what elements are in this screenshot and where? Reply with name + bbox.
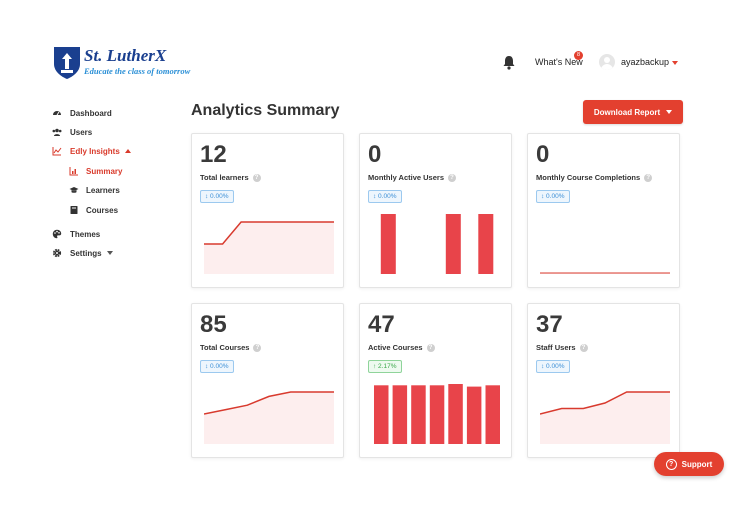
stat-label: Total Courses? bbox=[200, 343, 262, 352]
gear-icon bbox=[52, 248, 62, 258]
line-chart-icon bbox=[52, 146, 62, 156]
sidebar-item-label: Summary bbox=[86, 166, 123, 176]
chart-bar bbox=[485, 385, 500, 444]
sidebar-item-label: Dashboard bbox=[70, 108, 112, 118]
stat-delta-badge: ↕ 0.00% bbox=[368, 190, 402, 203]
stat-card-active-courses: 47 Active Courses? ↑ 2.17% bbox=[359, 303, 512, 458]
dashboard-gauge-icon bbox=[52, 108, 62, 118]
username-menu[interactable]: ayazbackup bbox=[621, 57, 670, 67]
sidebar-item-label: Learners bbox=[86, 185, 120, 195]
chart-bar bbox=[478, 214, 494, 274]
stat-card-total-learners: 12 Total learners? ↕ 0.00% bbox=[191, 133, 344, 288]
sidebar-subitem-summary[interactable]: Summary bbox=[69, 164, 122, 178]
chart-bar bbox=[411, 385, 426, 444]
stat-card-total-courses: 85 Total Courses? ↕ 0.00% bbox=[191, 303, 344, 458]
bar-chart-icon bbox=[69, 166, 79, 176]
help-icon[interactable]: ? bbox=[252, 173, 261, 182]
chart-bar bbox=[466, 386, 482, 444]
stat-value: 0 bbox=[368, 141, 382, 168]
sidebar-item-dashboard[interactable]: Dashboard bbox=[52, 106, 112, 120]
sidebar-subitem-courses[interactable]: Courses bbox=[69, 203, 118, 217]
chart-area-fill bbox=[204, 392, 334, 444]
bell-icon[interactable] bbox=[502, 55, 516, 70]
stat-label: Monthly Course Completions? bbox=[536, 173, 653, 182]
sidebar-item-label: Users bbox=[70, 127, 93, 137]
brand-tagline: Educate the class of tomorrow bbox=[84, 66, 191, 76]
question-circle-icon: ? bbox=[665, 458, 677, 470]
stat-delta-badge: ↑ 2.17% bbox=[368, 360, 402, 373]
stat-label: Staff Users? bbox=[536, 343, 588, 352]
chart-line bbox=[204, 221, 334, 245]
sidebar-item-users[interactable]: Users bbox=[52, 125, 92, 139]
notification-badge: 8 bbox=[574, 51, 583, 60]
avatar[interactable] bbox=[599, 54, 615, 70]
help-icon[interactable]: ? bbox=[448, 173, 456, 182]
stat-label: Monthly Active Users? bbox=[368, 173, 456, 182]
page-title: Analytics Summary bbox=[191, 102, 340, 119]
help-icon[interactable]: ? bbox=[426, 343, 435, 352]
stat-card-monthly-course-completions: 0 Monthly Course Completions? ↕ 0.00% bbox=[527, 133, 680, 288]
palette-icon bbox=[52, 229, 62, 239]
book-icon bbox=[69, 205, 79, 215]
sidebar-item-label: Settings bbox=[70, 248, 102, 258]
chevron-down-icon bbox=[666, 110, 673, 114]
stat-card-staff-users: 37 Staff Users? ↕ 0.00% bbox=[527, 303, 680, 458]
download-report-button[interactable]: Download Report bbox=[583, 100, 683, 124]
stat-delta-badge: ↕ 0.00% bbox=[536, 360, 570, 373]
sidebar-item-settings[interactable]: Settings bbox=[52, 246, 113, 260]
support-label: Support bbox=[681, 459, 713, 469]
chart-area-fill bbox=[540, 392, 670, 444]
chart-bar bbox=[392, 385, 408, 444]
sparkline-chart bbox=[540, 391, 670, 444]
sidebar-item-label: Themes bbox=[70, 229, 101, 239]
stat-label: Total learners? bbox=[200, 173, 261, 182]
stat-value: 85 bbox=[200, 311, 227, 338]
graduation-cap-icon bbox=[69, 185, 79, 195]
stat-value: 37 bbox=[536, 311, 563, 338]
chevron-down-icon[interactable] bbox=[672, 61, 678, 65]
stat-label: Active Courses? bbox=[368, 343, 435, 352]
sparkline-chart bbox=[540, 272, 670, 274]
sidebar-item-label: Edly Insights bbox=[70, 146, 120, 156]
stat-delta-badge: ↕ 0.00% bbox=[536, 190, 570, 203]
whats-new-link[interactable]: What's New bbox=[535, 57, 583, 67]
brand-logo[interactable]: St. LutherX Educate the class of tomorro… bbox=[52, 44, 222, 80]
stat-value: 47 bbox=[368, 311, 395, 338]
help-icon[interactable]: ? bbox=[579, 343, 588, 352]
chart-bar bbox=[374, 385, 389, 444]
help-icon[interactable]: ? bbox=[644, 173, 653, 182]
shield-logo-icon bbox=[54, 47, 80, 79]
sidebar-subitem-learners[interactable]: Learners bbox=[69, 183, 120, 197]
stat-delta-badge: ↕ 0.00% bbox=[200, 190, 234, 203]
brand-name: St. LutherX bbox=[84, 46, 167, 65]
chart-line bbox=[204, 391, 334, 415]
chart-area-fill bbox=[204, 222, 334, 274]
sparkline-chart bbox=[374, 384, 500, 444]
users-icon bbox=[52, 127, 62, 137]
chevron-down-icon bbox=[106, 251, 113, 255]
sidebar-item-themes[interactable]: Themes bbox=[52, 227, 100, 241]
stat-value: 12 bbox=[200, 141, 227, 168]
chart-bar bbox=[429, 385, 445, 444]
sidebar-item-edly-insights[interactable]: Edly Insights bbox=[52, 144, 131, 158]
chevron-up-icon bbox=[124, 149, 131, 153]
chart-bar bbox=[380, 214, 396, 274]
download-report-label: Download Report bbox=[593, 107, 661, 117]
chart-bar bbox=[445, 214, 461, 274]
sidebar-item-label: Courses bbox=[86, 205, 119, 215]
support-button[interactable]: ? Support bbox=[654, 452, 724, 476]
stat-delta-badge: ↕ 0.00% bbox=[200, 360, 234, 373]
sparkline-chart bbox=[204, 391, 334, 444]
sparkline-chart bbox=[380, 214, 494, 274]
stat-card-monthly-active-users: 0 Monthly Active Users? ↕ 0.00% bbox=[359, 133, 512, 288]
help-icon[interactable]: ? bbox=[253, 343, 262, 352]
chart-line bbox=[540, 391, 670, 415]
sparkline-chart bbox=[204, 221, 334, 274]
stat-value: 0 bbox=[536, 141, 550, 168]
chart-bar bbox=[448, 384, 463, 444]
